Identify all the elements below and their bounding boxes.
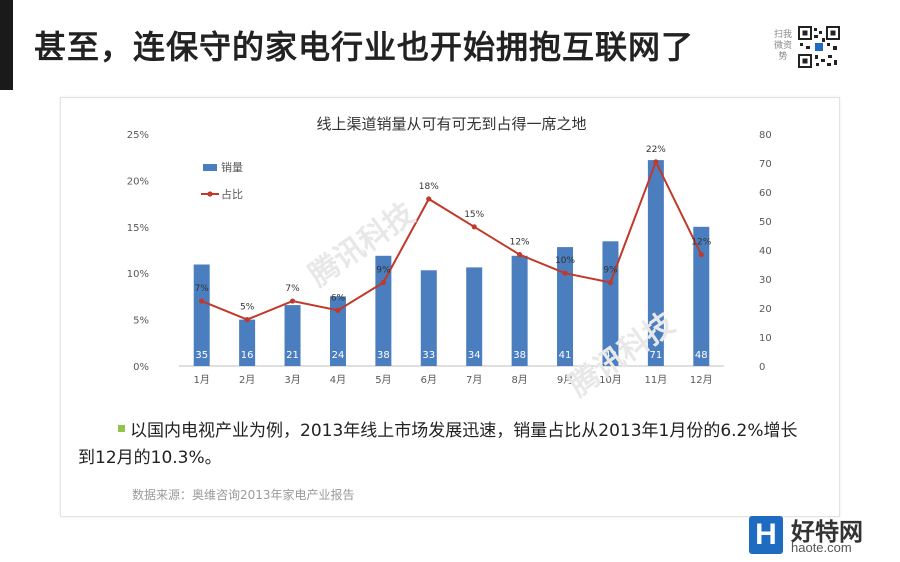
x-tick-label: 6月 (421, 374, 437, 386)
x-tick-label: 1月 (194, 374, 210, 386)
line-point (562, 270, 568, 276)
line-value-label: 5% (240, 303, 255, 313)
brand-name: 好特网 (791, 518, 863, 546)
brand-block: H 好特网 haote.com (749, 512, 899, 562)
y-right-tick-label: 70 (759, 159, 772, 170)
source-note: 数据来源：奥维咨询2013年家电产业报告 (132, 488, 355, 502)
line-point (426, 196, 432, 202)
bar-value-label: 24 (332, 350, 345, 361)
x-tick-label: 11月 (645, 374, 668, 386)
bar-value-label: 35 (195, 350, 208, 361)
line-point (698, 252, 704, 258)
line-value-label: 15% (464, 210, 484, 220)
bar (557, 247, 574, 366)
line-value-label: 9% (603, 265, 618, 275)
bullet-icon (118, 425, 125, 432)
bar-value-label: 71 (650, 350, 663, 361)
page-title: 甚至，连保守的家电行业也开始拥抱互联网了 (34, 28, 695, 66)
x-tick-label: 5月 (375, 374, 391, 386)
x-tick-label: 8月 (511, 374, 527, 386)
y-right-tick-label: 50 (759, 217, 772, 228)
y-right-tick-label: 10 (759, 333, 772, 344)
y-left-tick-label: 15% (127, 223, 149, 234)
bar-value-label: 38 (513, 350, 526, 361)
y-left-tick-label: 20% (127, 176, 149, 187)
chart-card: 线上渠道销量从可有可无到占得一席之地 0% 5% 10% 15% 20% 25% 0 10 20 3… (60, 97, 840, 517)
y-left-tick-label: 25% (127, 130, 149, 141)
bar-value-label: 33 (422, 350, 435, 361)
line-point (653, 159, 659, 165)
qr-block: 扫我 微资势 (770, 26, 840, 72)
bar-value-label: 34 (468, 350, 481, 361)
x-tick-label: 2月 (239, 374, 255, 386)
bar (193, 264, 210, 366)
bar (284, 305, 301, 366)
qr-code-icon (798, 26, 840, 68)
y-right-tick-label: 40 (759, 246, 772, 257)
line-value-label: 6% (331, 293, 346, 303)
bullet-text: 以国内电视产业为例，2013年线上市场发展迅速，销量占比从2013年1月份的6.… (78, 421, 798, 468)
title-accent-bar (0, 0, 13, 90)
y-right-tick-label: 80 (759, 130, 772, 141)
x-tick-label: 12月 (690, 374, 713, 386)
y-right-tick-label: 0 (759, 362, 765, 373)
line-point (289, 298, 296, 304)
legend-swatch-bar (203, 164, 217, 171)
y-left-tick-label: 0% (133, 362, 149, 373)
line-point (607, 279, 614, 286)
legend-marker-line (207, 191, 213, 197)
y-left-tick-label: 10% (127, 269, 149, 280)
bar-value-label: 43 (604, 350, 617, 361)
line-value-label: 12% (510, 238, 530, 248)
bar-value-label: 48 (695, 350, 708, 361)
brand-logo-icon: H (749, 516, 783, 554)
chart: 线上渠道销量从可有可无到占得一席之地 0% 5% 10% 15% 20% 25% 0 10 20 3… (127, 115, 772, 386)
x-tick-label: 7月 (466, 374, 482, 386)
bar (420, 270, 437, 366)
x-tick-label: 4月 (330, 374, 346, 386)
line-value-label: 12% (691, 238, 711, 248)
line-value-label: 7% (195, 284, 210, 294)
y-right-tick-label: 60 (759, 188, 772, 199)
line-point (517, 252, 523, 258)
brand-url: haote.com (791, 540, 852, 555)
bar (466, 267, 483, 366)
bar (375, 255, 392, 366)
bar (693, 226, 710, 366)
y-right-tick-label: 30 (759, 275, 772, 286)
legend-label-bar: 销量 (221, 160, 243, 174)
bar-value-label: 38 (377, 350, 390, 361)
line-value-label: 18% (419, 182, 439, 192)
y-right-tick-label: 20 (759, 304, 772, 315)
bar (329, 296, 346, 366)
x-tick-label: 10月 (599, 374, 622, 386)
bar-value-label: 41 (559, 350, 572, 361)
line-value-label: 7% (285, 284, 300, 294)
line-series (201, 159, 703, 321)
line-point (380, 279, 386, 286)
line-point (471, 224, 477, 230)
chart-title: 线上渠道销量从可有可无到占得一席之地 (316, 115, 586, 133)
bar-value-label: 21 (286, 350, 299, 361)
line-point (199, 298, 205, 304)
bar (647, 160, 664, 366)
line-value-label: 10% (555, 256, 575, 266)
line-value-label: 9% (376, 265, 391, 275)
legend-label-line: 占比 (221, 187, 243, 201)
bar-value-label: 16 (241, 350, 254, 361)
bar (511, 255, 528, 366)
qr-label: 扫我 微资势 (773, 30, 792, 62)
line-point (244, 317, 250, 323)
line-value-label: 22% (646, 145, 666, 155)
x-tick-label: 9月 (557, 374, 573, 386)
x-tick-label: 3月 (284, 374, 300, 386)
bar (239, 319, 256, 366)
line-point (335, 307, 341, 313)
y-left-tick-label: 5% (133, 316, 149, 327)
